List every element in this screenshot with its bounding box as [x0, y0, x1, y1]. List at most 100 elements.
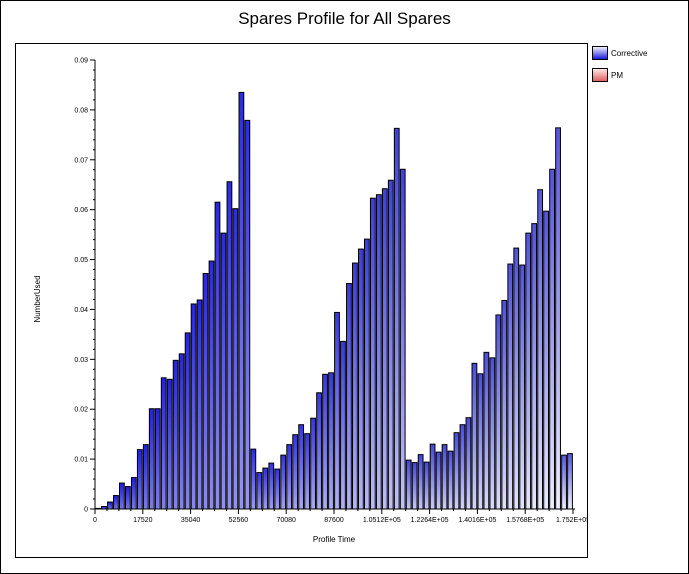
- bar-corrective: [220, 232, 227, 510]
- y-axis-title: NumberUsed: [33, 275, 42, 322]
- legend-item-pm[interactable]: PM: [592, 68, 687, 90]
- bar-corrective: [113, 495, 119, 510]
- bar-corrective: [531, 223, 538, 510]
- bar-corrective: [232, 208, 239, 510]
- bar-corrective: [519, 264, 526, 510]
- legend: Corrective PM: [592, 46, 687, 90]
- bar-corrective: [142, 444, 149, 510]
- bar-corrective: [214, 201, 221, 510]
- bar-corrective: [119, 482, 125, 510]
- bar-corrective: [459, 424, 466, 510]
- bar-corrective: [286, 444, 293, 510]
- bar-corrective: [387, 179, 394, 510]
- bar-corrective: [244, 119, 251, 510]
- bar-corrective: [549, 168, 555, 510]
- plot-area: 0 0.01 0.02 0.03 0.04 0.05 0.06 0.07 0.08 0.09 0 17…: [15, 43, 588, 558]
- bar-corrective: [202, 273, 209, 510]
- bar-corrective: [429, 443, 436, 510]
- bar-corrective: [393, 127, 400, 510]
- bar-corrective: [399, 168, 406, 510]
- bar-corrective: [340, 340, 346, 510]
- bar-corrective: [441, 444, 448, 510]
- bar-corrective: [304, 433, 311, 510]
- chart-canvas: 0 0.01 0.02 0.03 0.04 0.05 0.06 0.07 0.08 0.09 0 17…: [33, 58, 587, 545]
- y-tick-label: 0.04: [74, 307, 88, 314]
- bar-corrective: [417, 454, 424, 510]
- x-axis-title: Profile Time: [313, 535, 356, 544]
- bar-corrective: [268, 462, 275, 510]
- bar-corrective: [358, 248, 364, 510]
- bar-corrective: [107, 501, 113, 510]
- x-tick-label: 1.2264E+05: [411, 517, 449, 524]
- bar-corrective: [483, 351, 490, 510]
- bar-corrective: [555, 127, 561, 510]
- x-tick-label: 52560: [229, 517, 249, 524]
- bar-corrective: [381, 188, 388, 510]
- legend-item-corrective[interactable]: Corrective: [592, 46, 687, 68]
- axes-layer: 0 0.01 0.02 0.03 0.04 0.05 0.06 0.07 0.08 0.09 0 17…: [74, 58, 587, 525]
- legend-label-pm: PM: [611, 71, 623, 80]
- bar-corrective: [208, 260, 215, 510]
- x-tick-label: 0: [93, 517, 97, 524]
- bar-corrective: [328, 372, 334, 510]
- bar-corrective: [292, 434, 299, 510]
- bar-corrective: [280, 454, 287, 510]
- y-tick-label: 0.06: [74, 207, 88, 214]
- bar-corrective: [322, 373, 328, 510]
- bar-corrective: [352, 262, 358, 510]
- bar-corrective: [178, 353, 185, 510]
- bar-corrective: [262, 467, 269, 510]
- bar-corrective: [375, 194, 382, 510]
- x-tick-label: 1.5768E+05: [506, 517, 544, 524]
- bar-corrective: [453, 432, 460, 510]
- bar-corrective: [525, 232, 532, 510]
- x-tick-label: 17520: [133, 517, 153, 524]
- bar-corrective: [423, 461, 430, 510]
- y-tick-label: 0.05: [74, 257, 88, 264]
- x-tick-label: 1.4016E+05: [458, 517, 496, 524]
- bar-corrective: [489, 357, 496, 510]
- bar-corrective: [501, 299, 508, 510]
- bar-corrective: [160, 377, 167, 510]
- bar-corrective: [471, 362, 478, 510]
- legend-swatch-pm: [592, 68, 608, 82]
- y-tick-label: 0: [84, 507, 88, 514]
- bar-corrective: [447, 450, 454, 510]
- bar-corrective: [495, 314, 502, 510]
- chart-title: Spares Profile for All Spares: [238, 9, 451, 28]
- bar-corrective: [477, 373, 484, 510]
- bar-corrective: [298, 424, 305, 510]
- bar-corrective: [166, 378, 173, 510]
- bar-corrective: [124, 486, 131, 510]
- bar-corrective: [148, 408, 155, 510]
- y-tick-label: 0.07: [74, 157, 88, 164]
- bar-corrective: [226, 181, 233, 510]
- y-tick-label: 0.02: [74, 407, 88, 414]
- bar-corrective: [405, 459, 412, 510]
- bar-corrective: [154, 408, 161, 510]
- legend-label-corrective: Corrective: [611, 49, 648, 58]
- bar-corrective: [316, 392, 322, 510]
- bar-corrective: [130, 477, 137, 510]
- y-tick-label: 0.01: [74, 457, 88, 464]
- bar-corrective: [507, 263, 514, 510]
- y-tick-label: 0.09: [74, 58, 88, 65]
- bar-corrective: [513, 247, 520, 510]
- bars-layer: [95, 91, 573, 510]
- y-tick-label: 0.03: [74, 357, 88, 364]
- bar-corrective: [363, 238, 370, 510]
- legend-swatch-corrective: [592, 46, 608, 60]
- y-tick-label: 0.08: [74, 107, 88, 114]
- bar-corrective: [561, 454, 567, 510]
- x-tick-label: 70080: [276, 517, 296, 524]
- bar-corrective: [190, 303, 197, 510]
- bar-corrective: [136, 449, 143, 510]
- bar-corrective: [172, 359, 179, 510]
- x-tick-label: 1.752E+05: [556, 517, 587, 524]
- bar-corrective: [465, 417, 472, 510]
- bar-corrective: [196, 299, 203, 510]
- bar-corrective: [435, 451, 442, 510]
- bar-corrective: [346, 283, 352, 510]
- x-tick-label: 87600: [324, 517, 344, 524]
